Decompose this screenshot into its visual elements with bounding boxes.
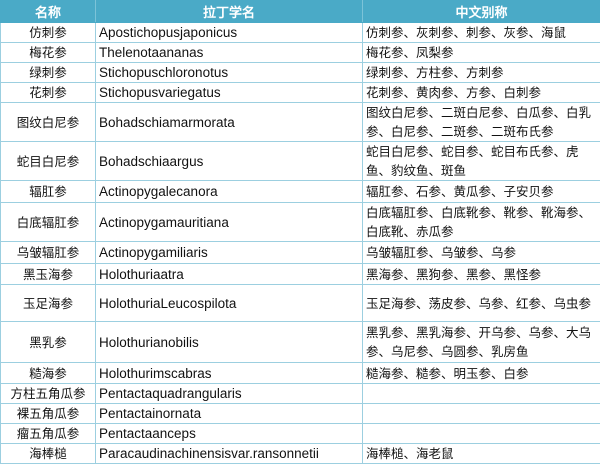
cell-name: 方柱五角瓜参 [1, 384, 96, 404]
cell-name: 玉足海参 [1, 285, 96, 322]
cell-name: 乌皱辐肛参 [1, 242, 96, 264]
cell-name: 辐肛参 [1, 181, 96, 203]
cell-latin: Holothurianobilis [96, 322, 363, 363]
header-alias: 中文别称 [363, 1, 600, 23]
header-row: 名称 拉丁学名 中文别称 [1, 1, 600, 23]
cell-alias: 辐肛参、石参、黄瓜参、子安贝参 [363, 181, 600, 203]
cell-name: 绿刺参 [1, 63, 96, 83]
cell-latin: Stichopusvariegatus [96, 83, 363, 103]
cell-latin: Stichopuschloronotus [96, 63, 363, 83]
cell-latin: Actinopygalecanora [96, 181, 363, 203]
cell-name: 梅花参 [1, 43, 96, 63]
cell-alias: 白底辐肛参、白底靴参、靴参、靴海参、白底靴、赤瓜参 [363, 203, 600, 242]
cell-alias: 蛇目白尼参、蛇目参、蛇目布氏参、虎鱼、豹纹鱼、斑鱼 [363, 142, 600, 181]
cell-name: 蛇目白尼参 [1, 142, 96, 181]
cell-alias [363, 424, 600, 444]
cell-name: 糙海参 [1, 363, 96, 384]
header-latin: 拉丁学名 [96, 1, 363, 23]
cell-name: 瘤五角瓜参 [1, 424, 96, 444]
cell-alias: 图纹白尼参、二斑白尼参、白瓜参、白乳参、白尼参、二斑参、二斑布氏参 [363, 103, 600, 142]
cell-name: 仿刺参 [1, 23, 96, 43]
cell-latin: Actinopygamiliaris [96, 242, 363, 264]
cell-latin: Bohadschiamarmorata [96, 103, 363, 142]
cell-alias: 仿刺参、灰刺参、刺参、灰参、海鼠 [363, 23, 600, 43]
cell-name: 黑玉海参 [1, 264, 96, 285]
cell-alias [363, 404, 600, 424]
cell-name: 黑乳参 [1, 322, 96, 363]
header-name: 名称 [1, 1, 96, 23]
cell-latin: Actinopygamauritiana [96, 203, 363, 242]
cell-latin: Thelenotaananas [96, 43, 363, 63]
cell-alias: 黑海参、黑狗参、黑参、黑怪参 [363, 264, 600, 285]
cell-alias: 乌皱辐肛参、乌皱参、乌参 [363, 242, 600, 264]
cell-latin: Bohadschiaargus [96, 142, 363, 181]
cell-alias: 花刺参、黄肉参、方参、白刺参 [363, 83, 600, 103]
cell-name: 白底辐肛参 [1, 203, 96, 242]
cell-alias: 梅花参、凤梨参 [363, 43, 600, 63]
cell-latin: HolothuriaLeucospilota [96, 285, 363, 322]
cell-latin: Pentactainornata [96, 404, 363, 424]
cell-name: 花刺参 [1, 83, 96, 103]
cell-alias [363, 384, 600, 404]
cell-latin: Apostichopusjaponicus [96, 23, 363, 43]
cell-name: 图纹白尼参 [1, 103, 96, 142]
cell-name: 海棒槌 [1, 444, 96, 464]
cell-alias: 海棒槌、海老鼠 [363, 444, 600, 464]
cell-alias: 绿刺参、方柱参、方刺参 [363, 63, 600, 83]
cell-alias: 玉足海参、荡皮参、乌参、红参、乌虫参 [363, 285, 600, 322]
cell-latin: Pentactaanceps [96, 424, 363, 444]
cell-latin: Holothurimscabras [96, 363, 363, 384]
cell-alias: 糙海参、糙参、明玉参、白参 [363, 363, 600, 384]
cell-latin: Holothuriaatra [96, 264, 363, 285]
cell-name: 裸五角瓜参 [1, 404, 96, 424]
cell-alias: 黑乳参、黑乳海参、开乌参、乌参、大乌参、乌尼参、乌圆参、乳房鱼 [363, 322, 600, 363]
cell-latin: Paracaudinachinensisvar.ransonnetii [96, 444, 363, 464]
cell-latin: Pentactaquadrangularis [96, 384, 363, 404]
